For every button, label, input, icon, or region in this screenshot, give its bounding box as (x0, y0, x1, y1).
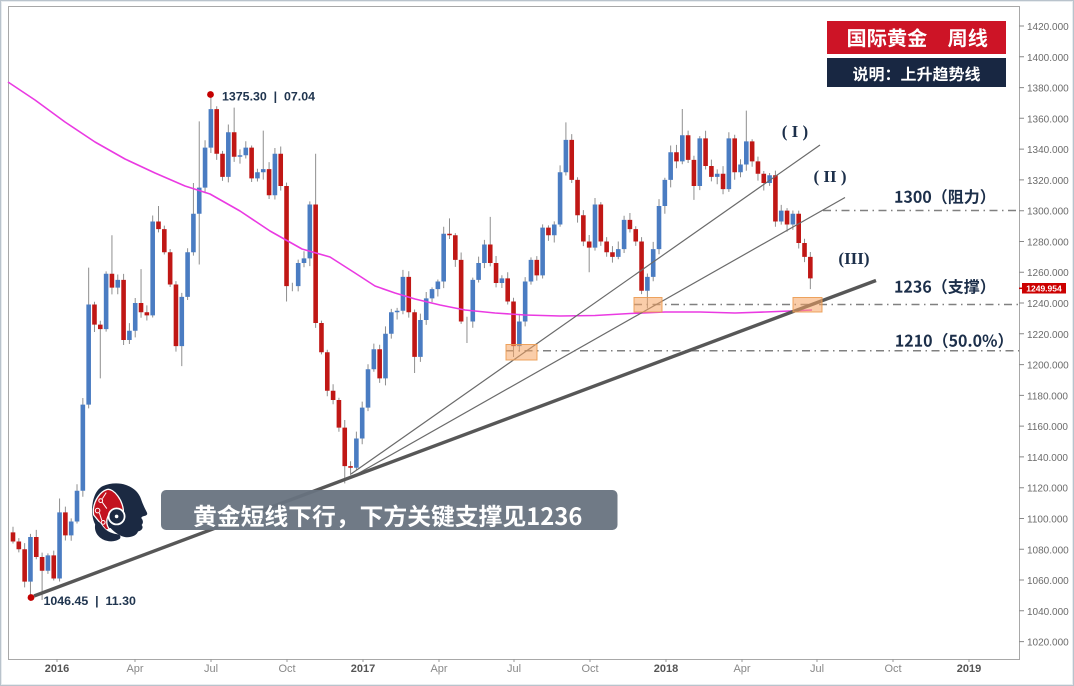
svg-text:1020.000: 1020.000 (1027, 638, 1069, 649)
svg-text:1160.000: 1160.000 (1027, 422, 1068, 433)
svg-text:Jul: Jul (507, 663, 521, 675)
svg-text:1200.000: 1200.000 (1027, 361, 1069, 372)
svg-text:Apr: Apr (126, 663, 143, 675)
svg-text:1280.000: 1280.000 (1027, 238, 1069, 249)
svg-text:( II ): ( II ) (813, 167, 846, 186)
svg-text:Oct: Oct (581, 663, 598, 675)
svg-text:1240.000: 1240.000 (1027, 299, 1069, 310)
svg-text:1100.000: 1100.000 (1027, 515, 1068, 526)
svg-text:1360.000: 1360.000 (1027, 114, 1069, 125)
svg-text:Apr: Apr (733, 663, 750, 675)
svg-text:1260.000: 1260.000 (1027, 268, 1069, 279)
svg-text:Oct: Oct (884, 663, 901, 675)
svg-text:2019: 2019 (957, 663, 981, 675)
svg-text:1375.30 | 07.04: 1375.30 | 07.04 (222, 90, 315, 104)
svg-text:1120.000: 1120.000 (1027, 484, 1068, 495)
svg-text:(III): (III) (838, 249, 869, 268)
svg-text:1300.000: 1300.000 (1027, 207, 1069, 218)
svg-text:1220.000: 1220.000 (1027, 330, 1069, 341)
svg-text:Jul: Jul (204, 663, 218, 675)
svg-text:Apr: Apr (430, 663, 447, 675)
svg-text:1340.000: 1340.000 (1027, 145, 1069, 156)
svg-text:2016: 2016 (45, 663, 69, 675)
svg-text:2017: 2017 (351, 663, 375, 675)
svg-text:1040.000: 1040.000 (1027, 607, 1069, 618)
svg-text:1080.000: 1080.000 (1027, 545, 1069, 556)
svg-text:1140.000: 1140.000 (1027, 453, 1068, 464)
svg-text:( I ): ( I ) (782, 122, 808, 141)
svg-text:1046.45 | 11.30: 1046.45 | 11.30 (44, 594, 136, 608)
svg-text:1320.000: 1320.000 (1027, 176, 1069, 187)
svg-text:1249.954: 1249.954 (1026, 283, 1062, 293)
svg-text:1380.000: 1380.000 (1027, 84, 1069, 95)
svg-text:Jul: Jul (810, 663, 824, 675)
svg-text:Oct: Oct (278, 663, 295, 675)
svg-text:1420.000: 1420.000 (1027, 22, 1069, 33)
svg-text:1060.000: 1060.000 (1027, 576, 1069, 587)
svg-text:1180.000: 1180.000 (1027, 391, 1068, 402)
svg-text:2018: 2018 (654, 663, 678, 675)
svg-text:1400.000: 1400.000 (1027, 53, 1069, 64)
